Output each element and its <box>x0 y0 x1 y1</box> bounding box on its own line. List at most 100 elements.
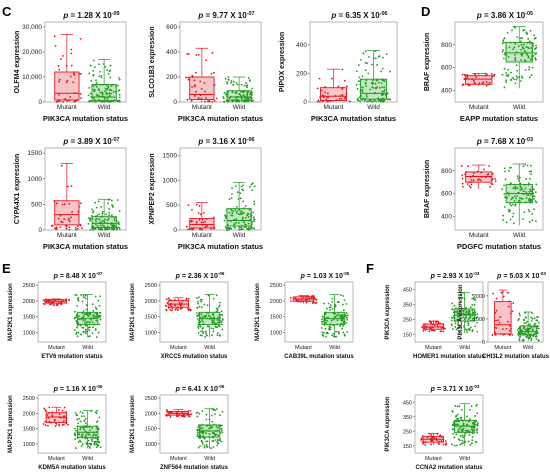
data-point <box>465 171 468 173</box>
data-point <box>83 415 86 418</box>
data-point <box>91 427 94 429</box>
data-point <box>51 411 54 414</box>
data-point <box>463 435 466 437</box>
data-point <box>76 305 79 307</box>
data-point <box>221 410 224 413</box>
data-point <box>332 332 335 335</box>
data-point <box>495 327 498 329</box>
data-point <box>197 326 200 328</box>
data-point <box>495 319 497 322</box>
data-point <box>95 431 98 434</box>
data-point <box>235 212 238 214</box>
data-point <box>341 303 344 306</box>
data-point <box>528 221 531 223</box>
data-point <box>508 305 510 308</box>
data-point <box>240 94 242 97</box>
data-point <box>246 93 249 96</box>
data-point <box>97 316 100 319</box>
data-point <box>327 302 330 305</box>
data-point <box>452 314 455 317</box>
data-point <box>505 47 507 49</box>
data-point <box>95 82 98 84</box>
data-point <box>63 415 66 417</box>
data-point <box>201 435 204 438</box>
data-point <box>324 86 327 88</box>
data-point <box>454 404 457 407</box>
data-point <box>361 90 364 93</box>
data-point <box>472 423 475 425</box>
data-point <box>211 319 213 321</box>
data-point <box>466 77 469 80</box>
data-point <box>99 224 102 227</box>
data-point <box>451 428 454 431</box>
data-point <box>358 96 361 99</box>
data-point <box>450 443 453 446</box>
data-point <box>451 410 454 413</box>
box-wild <box>501 25 538 89</box>
data-point <box>111 204 113 206</box>
data-point <box>239 197 242 200</box>
data-point <box>385 95 388 97</box>
data-point <box>201 218 204 221</box>
data-point <box>103 96 106 99</box>
data-point <box>468 434 471 436</box>
data-point <box>217 434 220 437</box>
data-point <box>490 182 493 185</box>
data-point <box>524 163 527 166</box>
box-mutant <box>461 72 496 87</box>
p-value: = 6.41 X 10 <box>182 386 218 393</box>
data-point <box>78 315 80 318</box>
data-point <box>459 314 462 317</box>
data-point <box>528 68 530 71</box>
data-point <box>220 430 223 432</box>
data-point <box>458 318 461 321</box>
data-point <box>341 319 343 322</box>
data-point <box>321 333 324 336</box>
data-point <box>199 80 202 83</box>
data-point <box>87 445 90 447</box>
data-point <box>518 314 521 317</box>
data-point <box>226 82 229 85</box>
data-point <box>312 301 315 303</box>
data-point <box>251 189 253 192</box>
data-point <box>83 296 85 299</box>
data-point <box>203 100 206 103</box>
data-point <box>54 45 57 47</box>
data-point <box>470 428 473 431</box>
data-point <box>55 304 58 307</box>
data-point <box>57 93 60 96</box>
data-point <box>342 321 345 324</box>
data-point <box>208 418 211 421</box>
p-symbol: p <box>197 11 205 20</box>
data-point <box>330 100 332 102</box>
data-point <box>456 327 459 330</box>
data-point <box>523 49 526 52</box>
p-symbol: p <box>62 137 70 146</box>
data-point <box>199 435 202 438</box>
data-point <box>530 173 532 175</box>
data-point <box>533 195 536 198</box>
data-point <box>103 218 106 221</box>
data-point <box>178 303 181 306</box>
data-point <box>320 89 323 92</box>
y-tick-label: 350 <box>403 303 412 309</box>
x-tick-label: Mutant <box>192 232 212 239</box>
data-point <box>300 298 303 301</box>
data-point <box>473 73 476 75</box>
data-point <box>529 325 531 328</box>
data-point <box>435 437 437 440</box>
data-point <box>91 218 94 220</box>
data-point <box>471 432 474 435</box>
data-point <box>80 435 83 437</box>
data-point <box>228 227 230 230</box>
data-point <box>240 224 243 227</box>
data-point <box>215 408 218 410</box>
data-point <box>58 68 61 71</box>
data-point <box>210 447 212 450</box>
data-point <box>527 56 530 59</box>
data-point <box>92 210 95 213</box>
data-point <box>55 422 57 425</box>
data-point <box>339 323 342 326</box>
data-point <box>252 99 255 102</box>
